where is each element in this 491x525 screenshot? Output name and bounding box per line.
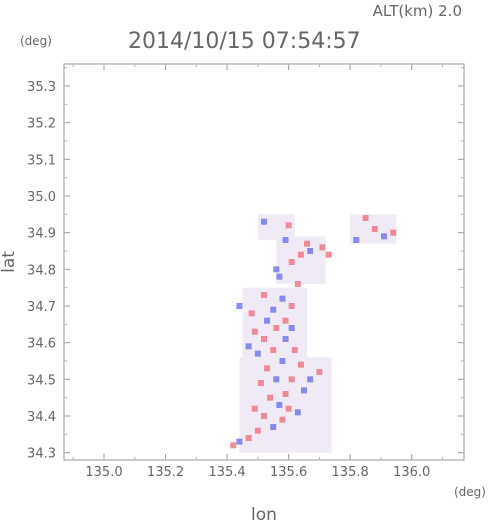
x-unit-label: (deg) <box>454 485 486 499</box>
heatmap-cell <box>291 347 298 353</box>
heatmap-cell <box>282 317 289 324</box>
heatmap-cell <box>273 376 280 383</box>
heatmap-cell <box>288 303 295 309</box>
heatmap-cell <box>297 361 304 368</box>
y-tick-label: 35.1 <box>27 153 56 168</box>
heatmap-cell <box>316 369 323 375</box>
heatmap-cell <box>294 281 301 287</box>
x-tick-label: 135.0 <box>85 465 122 480</box>
heatmap-cell <box>285 405 292 412</box>
x-tick-label: 135.6 <box>270 465 307 480</box>
heatmap-cell <box>279 358 286 364</box>
x-axis-label: lon <box>251 505 277 521</box>
heatmap-cell <box>257 380 264 386</box>
y-axis-label: lat <box>0 251 19 273</box>
heatmap-cell <box>236 303 243 309</box>
heatmap-cell <box>273 325 280 331</box>
heatmap-cell <box>288 376 295 383</box>
y-unit-label: (deg) <box>20 34 52 48</box>
y-tick-label: 34.8 <box>27 263 56 278</box>
y-tick-label: 34.3 <box>27 447 56 462</box>
heatmap-cell <box>362 215 369 221</box>
heatmap-cell <box>245 343 252 350</box>
heatmap-cell <box>325 251 332 258</box>
heatmap-cell <box>282 336 289 342</box>
heatmap-cell <box>251 405 258 412</box>
heatmap-cell <box>282 237 289 243</box>
y-tick-label: 34.7 <box>27 300 56 315</box>
heatmap-cells <box>230 214 397 453</box>
heatmap-cell <box>288 325 295 331</box>
heatmap-cell <box>390 229 397 236</box>
heatmap-cell <box>288 259 295 265</box>
heatmap-cell <box>261 336 267 342</box>
heatmap-cell <box>270 347 277 353</box>
x-tick-label: 135.8 <box>332 465 369 480</box>
altitude-label: ALT(km) 2.0 <box>373 2 462 20</box>
y-tick-label: 34.4 <box>27 410 56 425</box>
heatmap-cell <box>267 394 274 401</box>
y-tick-label: 35.2 <box>27 117 56 132</box>
heatmap-cell <box>276 273 283 280</box>
heatmap-cell <box>282 391 289 397</box>
y-tick-label: 34.6 <box>27 337 56 352</box>
heatmap-cell <box>270 424 277 430</box>
heatmap-cell <box>261 218 267 225</box>
heatmap-cell <box>254 427 261 434</box>
heatmap-cell <box>297 251 304 258</box>
near-zero-region <box>239 357 332 453</box>
heatmap-cell <box>279 416 286 423</box>
heatmap-cell <box>245 435 252 441</box>
heatmap-cell <box>270 306 277 313</box>
heatmap-cell <box>307 248 314 254</box>
timestamp-title: 2014/10/15 07:54:57 <box>128 29 361 54</box>
y-tick-label: 35.0 <box>27 190 56 205</box>
heatmap-cell <box>276 402 283 408</box>
heatmap-cell <box>301 387 307 394</box>
heatmap-cell <box>273 266 280 273</box>
heatmap-cell <box>353 237 360 243</box>
heatmap-cell <box>251 328 258 335</box>
y-tick-label: 34.9 <box>27 227 56 242</box>
heatmap-cell <box>279 295 286 302</box>
heatmap-cell <box>264 365 271 372</box>
x-tick-label: 136.0 <box>393 465 430 480</box>
axis-ticks: 135.0 135.2 135.4 135.6 135.8 136.0 34.3 34.4 34… <box>27 64 464 480</box>
heatmap-cell <box>248 310 255 317</box>
heatmap-cell <box>304 240 311 247</box>
heatmap-cell <box>381 233 387 240</box>
y-tick-label: 35.3 <box>27 80 56 95</box>
x-tick-label: 135.2 <box>147 465 184 480</box>
heatmap-cell <box>294 409 301 416</box>
heatmap-cell <box>264 317 271 324</box>
heatmap-cell <box>307 376 314 383</box>
near-zero-region <box>276 236 326 284</box>
heatmap-cell <box>236 438 243 445</box>
x-tick-label: 135.4 <box>208 465 245 480</box>
heatmap-cell <box>230 442 237 449</box>
heatmap-cell <box>319 244 326 251</box>
heatmap-cell <box>261 413 267 419</box>
heatmap-cell <box>254 350 261 357</box>
heatmap-cell <box>371 226 378 232</box>
heatmap-cell <box>261 292 267 298</box>
heatmap-cell <box>285 222 292 229</box>
y-tick-label: 34.5 <box>27 373 56 388</box>
